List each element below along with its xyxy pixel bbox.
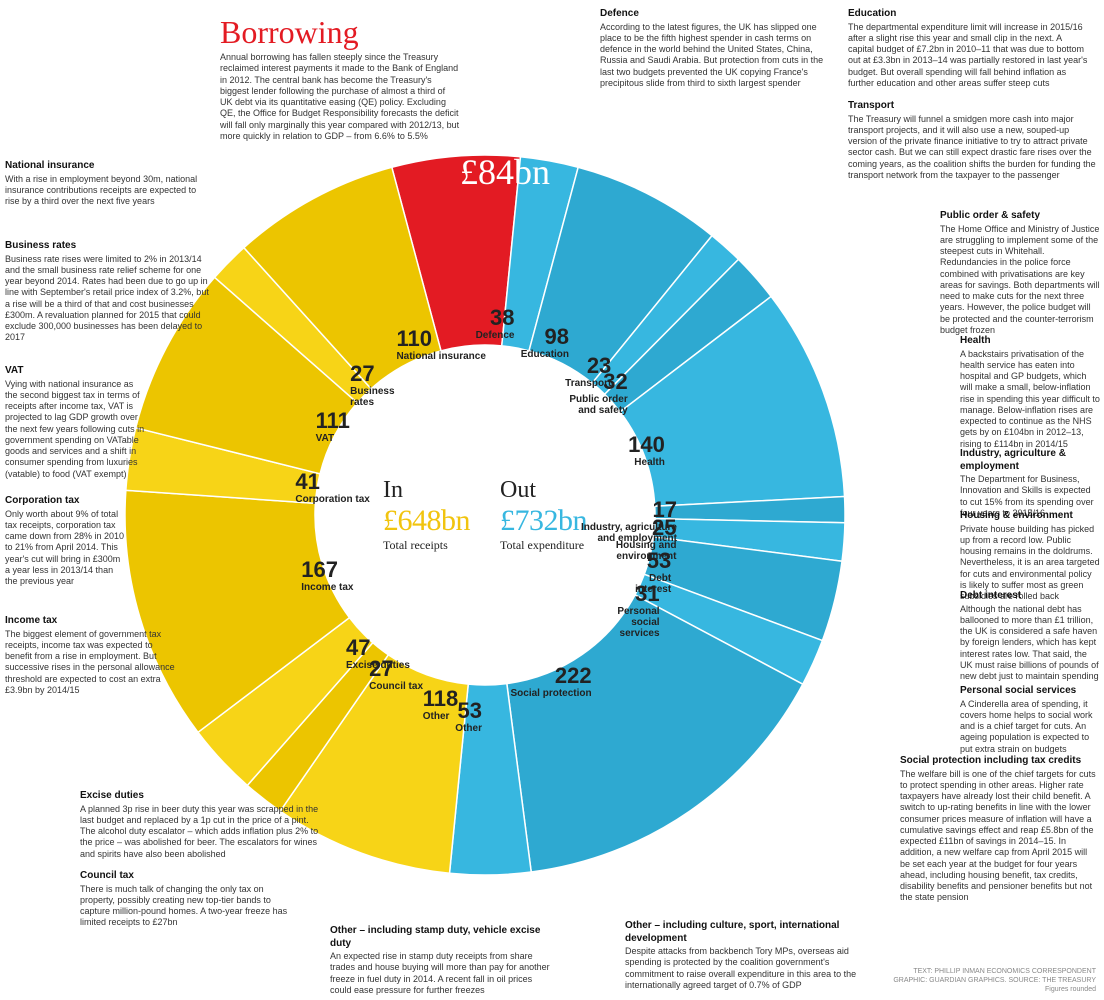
note-other_out: Other – including culture, sport, intern… bbox=[625, 920, 870, 991]
in-amount: £648bn bbox=[383, 504, 470, 538]
note-national_insurance: National insuranceWith a rise in employm… bbox=[5, 160, 210, 207]
borrowing-body-text: Annual borrowing has fallen steeply sinc… bbox=[220, 52, 460, 142]
note-education: EducationThe departmental expenditure li… bbox=[848, 8, 1088, 89]
donut-chart: In £648bn Total receipts Out £732bn Tota… bbox=[125, 155, 845, 875]
center-out: Out £732bn Total expenditure bbox=[500, 477, 587, 553]
note-housing: Housing & environmentPrivate house build… bbox=[960, 510, 1100, 602]
note-transport: TransportThe Treasury will funnel a smid… bbox=[848, 100, 1096, 181]
credit-line3: Figures rounded bbox=[1045, 986, 1096, 993]
note-defence: DefenceAccording to the latest figures, … bbox=[600, 8, 825, 89]
borrowing-amount: £84bn bbox=[460, 151, 550, 193]
out-amount: £732bn bbox=[500, 504, 587, 538]
note-public_order: Public order & safetyThe Home Office and… bbox=[940, 210, 1100, 336]
borrowing-title: Borrowing bbox=[220, 14, 359, 51]
note-industry: Industry, agriculture & employmentThe De… bbox=[960, 448, 1100, 519]
note-council_tax: Council taxThere is much talk of changin… bbox=[80, 870, 300, 929]
out-title: Out bbox=[500, 477, 587, 504]
note-social_protection: Social protection including tax creditsT… bbox=[900, 755, 1098, 904]
note-pss: Personal social servicesA Cinderella are… bbox=[960, 685, 1100, 755]
credit: TEXT: PHILLIP INMAN ECONOMICS CORRESPOND… bbox=[893, 967, 1096, 994]
credit-line2: GRAPHIC: GUARDIAN GRAPHICS. SOURCE: THE … bbox=[893, 977, 1096, 984]
note-income_tax: Income taxThe biggest element of governm… bbox=[5, 615, 175, 696]
note-excise_duties: Excise dutiesA planned 3p rise in beer d… bbox=[80, 790, 325, 860]
in-title: In bbox=[383, 477, 470, 504]
note-business_rates: Business ratesBusiness rate rises were l… bbox=[5, 240, 210, 344]
note-vat: VATVying with national insurance as the … bbox=[5, 365, 145, 480]
center-labels: In £648bn Total receipts Out £732bn Tota… bbox=[325, 477, 645, 553]
borrowing-body: Annual borrowing has fallen steeply sinc… bbox=[220, 52, 460, 142]
note-debt_interest: Debt interestAlthough the national debt … bbox=[960, 590, 1100, 682]
center-in: In £648bn Total receipts bbox=[383, 477, 470, 553]
in-sub: Total receipts bbox=[383, 538, 470, 553]
credit-line1: TEXT: PHILLIP INMAN ECONOMICS CORRESPOND… bbox=[913, 968, 1096, 975]
note-corporation_tax: Corporation taxOnly worth about 9% of to… bbox=[5, 495, 125, 587]
note-health: HealthA backstairs privatisation of the … bbox=[960, 335, 1100, 450]
note-other_in: Other – including stamp duty, vehicle ex… bbox=[330, 925, 555, 996]
out-sub: Total expenditure bbox=[500, 538, 587, 553]
